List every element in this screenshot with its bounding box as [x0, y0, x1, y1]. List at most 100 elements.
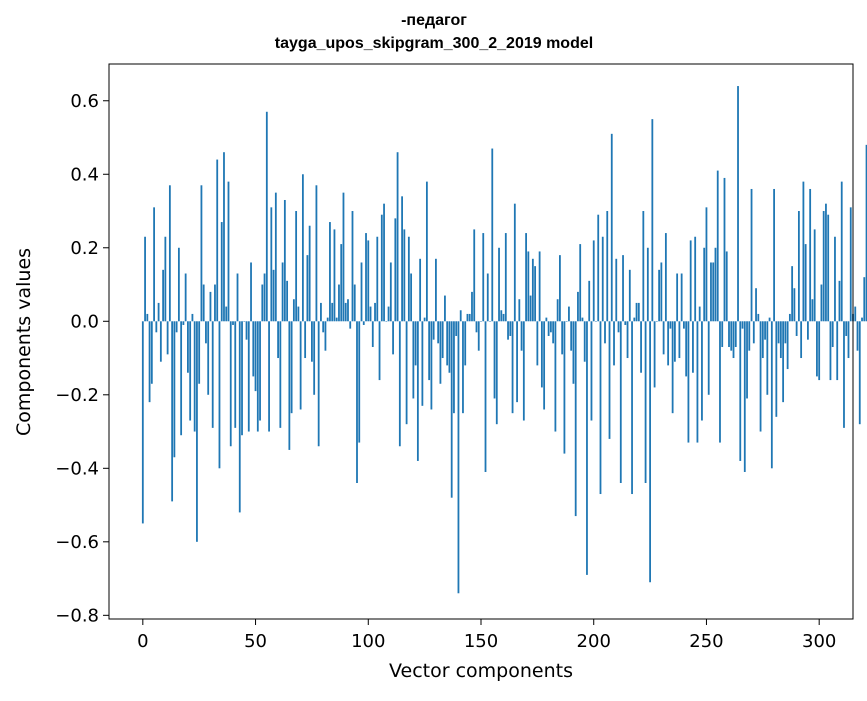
bar-218 — [633, 317, 636, 322]
y-tick-label-6: 0.4 — [70, 164, 99, 185]
bar-4 — [150, 321, 153, 384]
bar-5 — [153, 207, 155, 322]
bar-259 — [725, 251, 728, 322]
bar-35 — [220, 222, 223, 322]
bar-58 — [272, 269, 275, 322]
bar-20 — [187, 321, 189, 373]
x-tick-label-3: 150 — [464, 631, 498, 652]
bar-70 — [299, 321, 302, 410]
bar-99 — [365, 233, 367, 322]
bar-303 — [825, 203, 827, 322]
bar-82 — [326, 317, 329, 322]
bar-121 — [414, 321, 417, 366]
x-tick-label-6: 300 — [802, 631, 836, 652]
bar-165 — [513, 203, 516, 322]
bar-198 — [588, 280, 591, 322]
bar-77 — [315, 185, 318, 322]
bar-228 — [655, 321, 658, 322]
bar-107 — [383, 203, 385, 322]
bar-68 — [295, 211, 298, 322]
bar-201 — [595, 321, 597, 322]
bar-241 — [685, 321, 688, 377]
bar-251 — [707, 321, 710, 395]
bar-164 — [511, 321, 514, 414]
bar-172 — [529, 295, 532, 322]
bar-171 — [527, 251, 530, 322]
bar-296 — [809, 188, 812, 322]
y-axis: −0.8 −0.6 −0.4 −0.2 0.0 0.2 0.4 0.6 — [55, 91, 109, 626]
bar-148 — [475, 321, 478, 333]
bar-283 — [779, 321, 782, 359]
bar-181 — [549, 321, 552, 333]
x-tick-label-0: 0 — [137, 631, 148, 652]
bar-57 — [270, 207, 273, 322]
bar-126 — [425, 181, 428, 322]
bar-136 — [448, 321, 451, 373]
bar-50 — [254, 321, 257, 392]
bar-21 — [189, 321, 192, 421]
bar-291 — [797, 211, 800, 322]
bar-19 — [184, 273, 187, 322]
bar-11 — [166, 321, 169, 355]
bar-155 — [491, 148, 494, 322]
bar-304 — [827, 214, 830, 322]
bar-27 — [202, 284, 205, 322]
bar-3 — [148, 321, 151, 403]
bar-7 — [157, 302, 160, 322]
bar-42 — [236, 273, 239, 322]
chart-title-line-2: tayga_upos_skipgram_300_2_2019 model — [274, 35, 594, 52]
x-tick-label-1: 50 — [244, 631, 267, 652]
bar-53 — [261, 284, 264, 322]
bar-265 — [739, 321, 742, 461]
bar-288 — [791, 266, 794, 322]
bar-96 — [358, 321, 361, 443]
bar-312 — [845, 321, 848, 336]
bar-280 — [773, 188, 775, 322]
bar-272 — [755, 288, 757, 322]
bar-169 — [522, 321, 525, 421]
bar-269 — [748, 321, 751, 351]
bar-40 — [232, 321, 234, 325]
bar-118 — [407, 236, 410, 322]
bar-207 — [608, 321, 611, 439]
bar-271 — [752, 321, 755, 344]
axes-frame — [108, 63, 854, 620]
bar-163 — [509, 321, 512, 336]
bar-257 — [721, 321, 724, 348]
bar-87 — [338, 284, 340, 322]
bar-301 — [820, 284, 823, 322]
bar-114 — [398, 321, 401, 447]
bar-213 — [622, 255, 624, 322]
bar-298 — [813, 229, 816, 322]
bar-197 — [586, 321, 588, 575]
bar-167 — [518, 299, 521, 322]
bar-62 — [281, 262, 284, 322]
bar-313 — [847, 321, 850, 359]
bar-256 — [719, 321, 721, 443]
bar-152 — [484, 321, 487, 472]
bar-179 — [545, 317, 548, 322]
bar-307 — [834, 236, 836, 322]
bar-156 — [493, 321, 496, 399]
bar-225 — [649, 321, 651, 583]
bar-125 — [423, 317, 426, 322]
bar-79 — [320, 302, 322, 322]
bar-193 — [577, 291, 579, 322]
bar-285 — [784, 321, 787, 344]
bar-12 — [168, 185, 171, 322]
bar-92 — [349, 321, 352, 329]
x-tick-label-4: 200 — [577, 631, 611, 652]
bar-76 — [313, 321, 316, 395]
bar-151 — [482, 233, 485, 322]
bar-56 — [268, 321, 270, 432]
bar-236 — [673, 321, 676, 362]
bar-133 — [441, 321, 444, 359]
bar-187 — [563, 321, 566, 454]
bar-258 — [723, 177, 726, 322]
bar-204 — [601, 236, 604, 322]
x-tick-label-2: 100 — [351, 631, 385, 652]
bar-131 — [437, 321, 440, 344]
bar-224 — [646, 247, 649, 322]
y-tick-label-3: −0.2 — [55, 385, 99, 406]
